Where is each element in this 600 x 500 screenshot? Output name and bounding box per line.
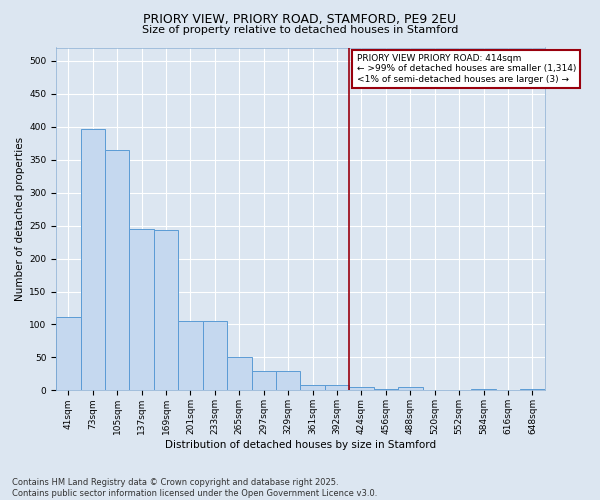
Bar: [154, 230, 178, 390]
Bar: [178, 321, 203, 390]
Bar: [472, 389, 496, 390]
Bar: [301, 385, 325, 390]
Bar: [325, 385, 349, 390]
Bar: [374, 389, 398, 390]
Bar: [80, 128, 105, 390]
Bar: [105, 150, 130, 390]
Y-axis label: Number of detached properties: Number of detached properties: [15, 137, 25, 301]
Bar: [251, 370, 276, 390]
Bar: [520, 389, 545, 390]
Bar: [130, 229, 154, 390]
Bar: [56, 316, 80, 390]
Bar: [398, 387, 422, 390]
Text: Contains HM Land Registry data © Crown copyright and database right 2025.
Contai: Contains HM Land Registry data © Crown c…: [12, 478, 377, 498]
Text: Size of property relative to detached houses in Stamford: Size of property relative to detached ho…: [142, 25, 458, 35]
Bar: [203, 321, 227, 390]
Text: PRIORY VIEW PRIORY ROAD: 414sqm
← >99% of detached houses are smaller (1,314)
<1: PRIORY VIEW PRIORY ROAD: 414sqm ← >99% o…: [356, 54, 576, 84]
Text: PRIORY VIEW, PRIORY ROAD, STAMFORD, PE9 2EU: PRIORY VIEW, PRIORY ROAD, STAMFORD, PE9 …: [143, 12, 457, 26]
Bar: [349, 387, 374, 390]
X-axis label: Distribution of detached houses by size in Stamford: Distribution of detached houses by size …: [165, 440, 436, 450]
Bar: [276, 370, 301, 390]
Bar: [227, 358, 251, 390]
